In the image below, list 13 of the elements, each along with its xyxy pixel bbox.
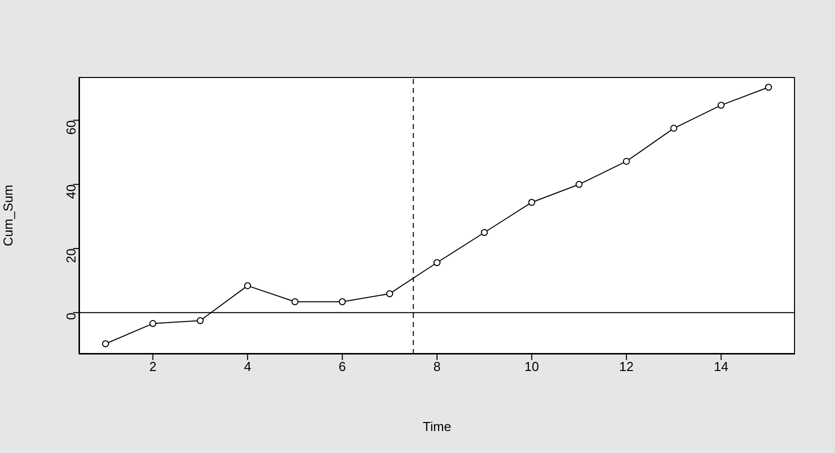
y-axis-title: Cum_Sum: [0, 184, 16, 246]
x-tick-label: 12: [619, 359, 634, 374]
x-tick-label: 4: [244, 359, 252, 374]
x-tick-label: 14: [714, 359, 728, 374]
x-tick-label: 6: [338, 359, 346, 374]
x-tick-label: 8: [433, 359, 441, 374]
x-axis-title: Time: [422, 419, 452, 434]
y-tick-label: 20: [64, 248, 79, 263]
y-tick-label: 0: [64, 312, 79, 320]
y-tick-label: 60: [64, 120, 79, 135]
x-tick-label: 10: [524, 359, 539, 374]
y-tick-label: 40: [64, 184, 79, 199]
x-tick-label: 2: [149, 359, 156, 374]
